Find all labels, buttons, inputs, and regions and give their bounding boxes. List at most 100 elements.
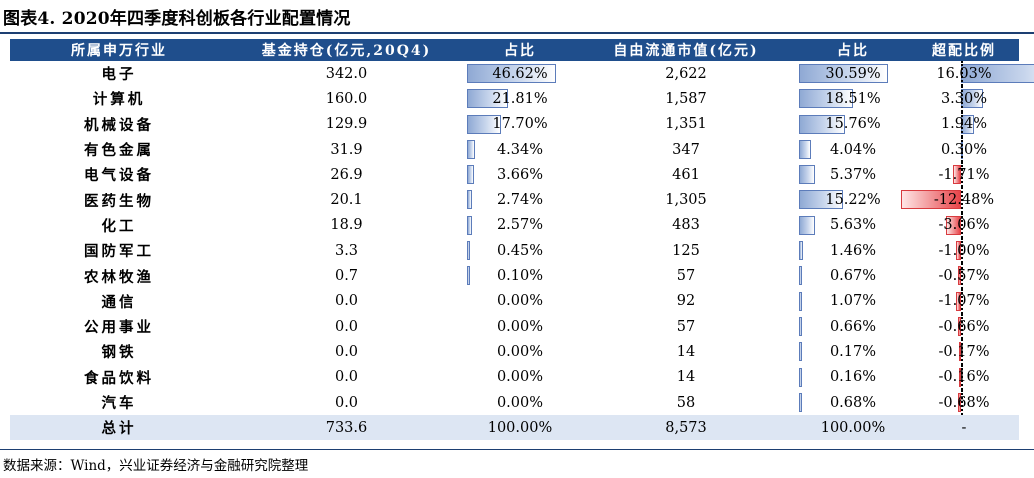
zero-axis <box>961 212 963 239</box>
allocation-table: 所属申万行业 基金持仓(亿元,20Q4) 占比 自由流通市值(亿元) 占比 超配… <box>10 39 1034 441</box>
chart-title: 图表4. 2020年四季度科创板各行业配置情况 <box>3 9 351 29</box>
overweight-ratio: -1.00% <box>909 238 1019 264</box>
table-row: 医药生物 20.1 2.74% 1,305 15.22% -12.48% <box>10 187 1019 213</box>
table-row: 农林牧渔 0.7 0.10% 57 0.67% -0.57% <box>10 263 1019 289</box>
header-industry: 所属申万行业 <box>10 39 228 61</box>
fund-holding-value: 0.0 <box>334 394 359 411</box>
fund-holding-value: 0.0 <box>334 369 359 386</box>
industry-name: 农林牧渔 <box>84 268 154 286</box>
overweight-negative-bar <box>959 342 961 362</box>
overweight-ratio: 0.30% <box>909 136 1019 163</box>
zero-axis <box>961 162 963 188</box>
mcap-share-bar <box>799 316 802 336</box>
total-holding-share: 100.00% <box>465 415 575 441</box>
total-fund-holding: 733.6 <box>228 415 465 441</box>
mcap-share-label: 5.37% <box>829 166 877 183</box>
overweight-ratio-label: -1.07% <box>938 293 990 310</box>
source-note: 数据来源：Wind，兴业证券经济与金融研究院整理 <box>3 458 309 474</box>
fund-holding-value: 20.1 <box>330 192 363 209</box>
mcap-share-label: 0.16% <box>829 369 877 386</box>
header-mcap-share: 占比 <box>797 39 909 61</box>
overweight-negative-bar <box>956 241 961 261</box>
header-fund-holding: 基金持仓(亿元,20Q4) <box>228 39 465 61</box>
mcap-share-bar <box>799 241 804 261</box>
fund-holding-value: 0.0 <box>334 318 359 335</box>
holding-share: 0.00% <box>465 314 575 339</box>
mcap-share-bar <box>799 89 853 109</box>
mcap-share-bar <box>799 367 802 387</box>
holding-share: 4.34% <box>465 137 575 162</box>
fund-holding-value: 31.9 <box>330 141 363 158</box>
mcap-share: 0.66% <box>797 314 909 339</box>
overweight-ratio-label: -0.68% <box>938 394 990 411</box>
holding-share-label: 0.00% <box>496 343 544 360</box>
overweight-ratio: -1.07% <box>909 288 1019 314</box>
holding-share-label: 0.00% <box>496 369 544 386</box>
mcap-share-label: 4.04% <box>829 141 877 158</box>
mcap-share-bar <box>799 291 803 311</box>
zero-axis <box>961 313 963 340</box>
table-row: 有色金属 31.9 4.34% 347 4.04% 0.30% <box>10 136 1019 163</box>
mcap-share-label: 1.46% <box>829 242 877 259</box>
mcap-share-label: 18.51% <box>825 90 881 107</box>
fund-holding-value: 0.7 <box>334 268 359 285</box>
mcap-share: 4.04% <box>797 137 909 162</box>
industry-name: 电子 <box>101 66 137 84</box>
overweight-ratio-label: -0.16% <box>938 369 990 386</box>
holding-share-bar <box>467 266 470 286</box>
fund-holding-value: 160.0 <box>325 90 368 107</box>
table-row: 食品饮料 0.0 0.00% 14 0.16% -0.16% <box>10 364 1019 390</box>
holding-share: 46.62% <box>465 61 575 86</box>
holding-share: 0.10% <box>465 263 575 288</box>
overweight-ratio: -0.57% <box>909 263 1019 289</box>
mcap-share-label: 15.22% <box>825 192 881 209</box>
mcap-share-label: 0.68% <box>829 394 877 411</box>
overweight-ratio-label: -1.71% <box>938 166 990 183</box>
holding-share-bar <box>467 215 472 235</box>
mcap-share-bar <box>799 392 802 412</box>
holding-share-label: 17.70% <box>492 116 548 133</box>
mcap-share: 15.22% <box>797 187 909 212</box>
industry-name: 通信 <box>101 293 137 311</box>
mcap-share-bar <box>799 215 816 235</box>
total-overweight-ratio: - <box>909 415 1019 441</box>
fund-holding-value: 18.9 <box>330 217 363 234</box>
total-row: 总计 733.6 100.00% 8,573 100.00% - <box>10 415 1019 441</box>
mcap-share-label: 5.63% <box>829 217 877 234</box>
overweight-ratio-label: 16.03% <box>936 65 992 82</box>
industry-name: 公用事业 <box>84 319 154 337</box>
table-row: 公用事业 0.0 0.00% 57 0.66% -0.66% <box>10 313 1019 340</box>
industry-name: 钢铁 <box>101 344 137 362</box>
mcap-share-label: 0.67% <box>829 268 877 285</box>
total-free-float-mcap: 8,573 <box>575 415 797 441</box>
table-row: 电气设备 26.9 3.66% 461 5.37% -1.71% <box>10 162 1019 188</box>
free-float-mcap-value: 1,351 <box>665 116 707 133</box>
header-holding-share: 占比 <box>465 39 575 61</box>
fund-holding-value: 26.9 <box>330 166 363 183</box>
free-float-mcap-value: 57 <box>676 318 696 335</box>
footer-divider <box>0 449 1034 450</box>
fund-holding-value: 0.0 <box>334 343 359 360</box>
overweight-negative-bar <box>946 215 961 235</box>
zero-axis <box>961 364 963 390</box>
holding-share-bar <box>467 190 473 210</box>
mcap-share-bar <box>799 139 811 159</box>
holding-share-label: 0.00% <box>496 293 544 310</box>
header-row: 所属申万行业 基金持仓(亿元,20Q4) 占比 自由流通市值(亿元) 占比 超配… <box>10 39 1019 61</box>
mcap-share: 0.67% <box>797 263 909 288</box>
overweight-negative-bar <box>958 266 961 286</box>
fund-holding-value: 3.3 <box>334 242 359 259</box>
mcap-share: 1.07% <box>797 289 909 314</box>
overweight-negative-bar <box>955 291 961 311</box>
free-float-mcap-value: 57 <box>676 268 696 285</box>
holding-share-label: 3.66% <box>496 166 544 183</box>
industry-name: 有色金属 <box>84 142 154 160</box>
overweight-negative-bar <box>952 165 961 185</box>
holding-share: 2.74% <box>465 187 575 212</box>
overweight-ratio: 1.94% <box>909 111 1019 137</box>
table-row: 机械设备 129.9 17.70% 1,351 15.76% 1.94% <box>10 111 1019 137</box>
holding-share-bar <box>467 114 501 134</box>
overweight-ratio: -3.06% <box>909 212 1019 239</box>
holding-share-label: 2.57% <box>496 217 544 234</box>
holding-share-label: 46.62% <box>492 65 548 82</box>
